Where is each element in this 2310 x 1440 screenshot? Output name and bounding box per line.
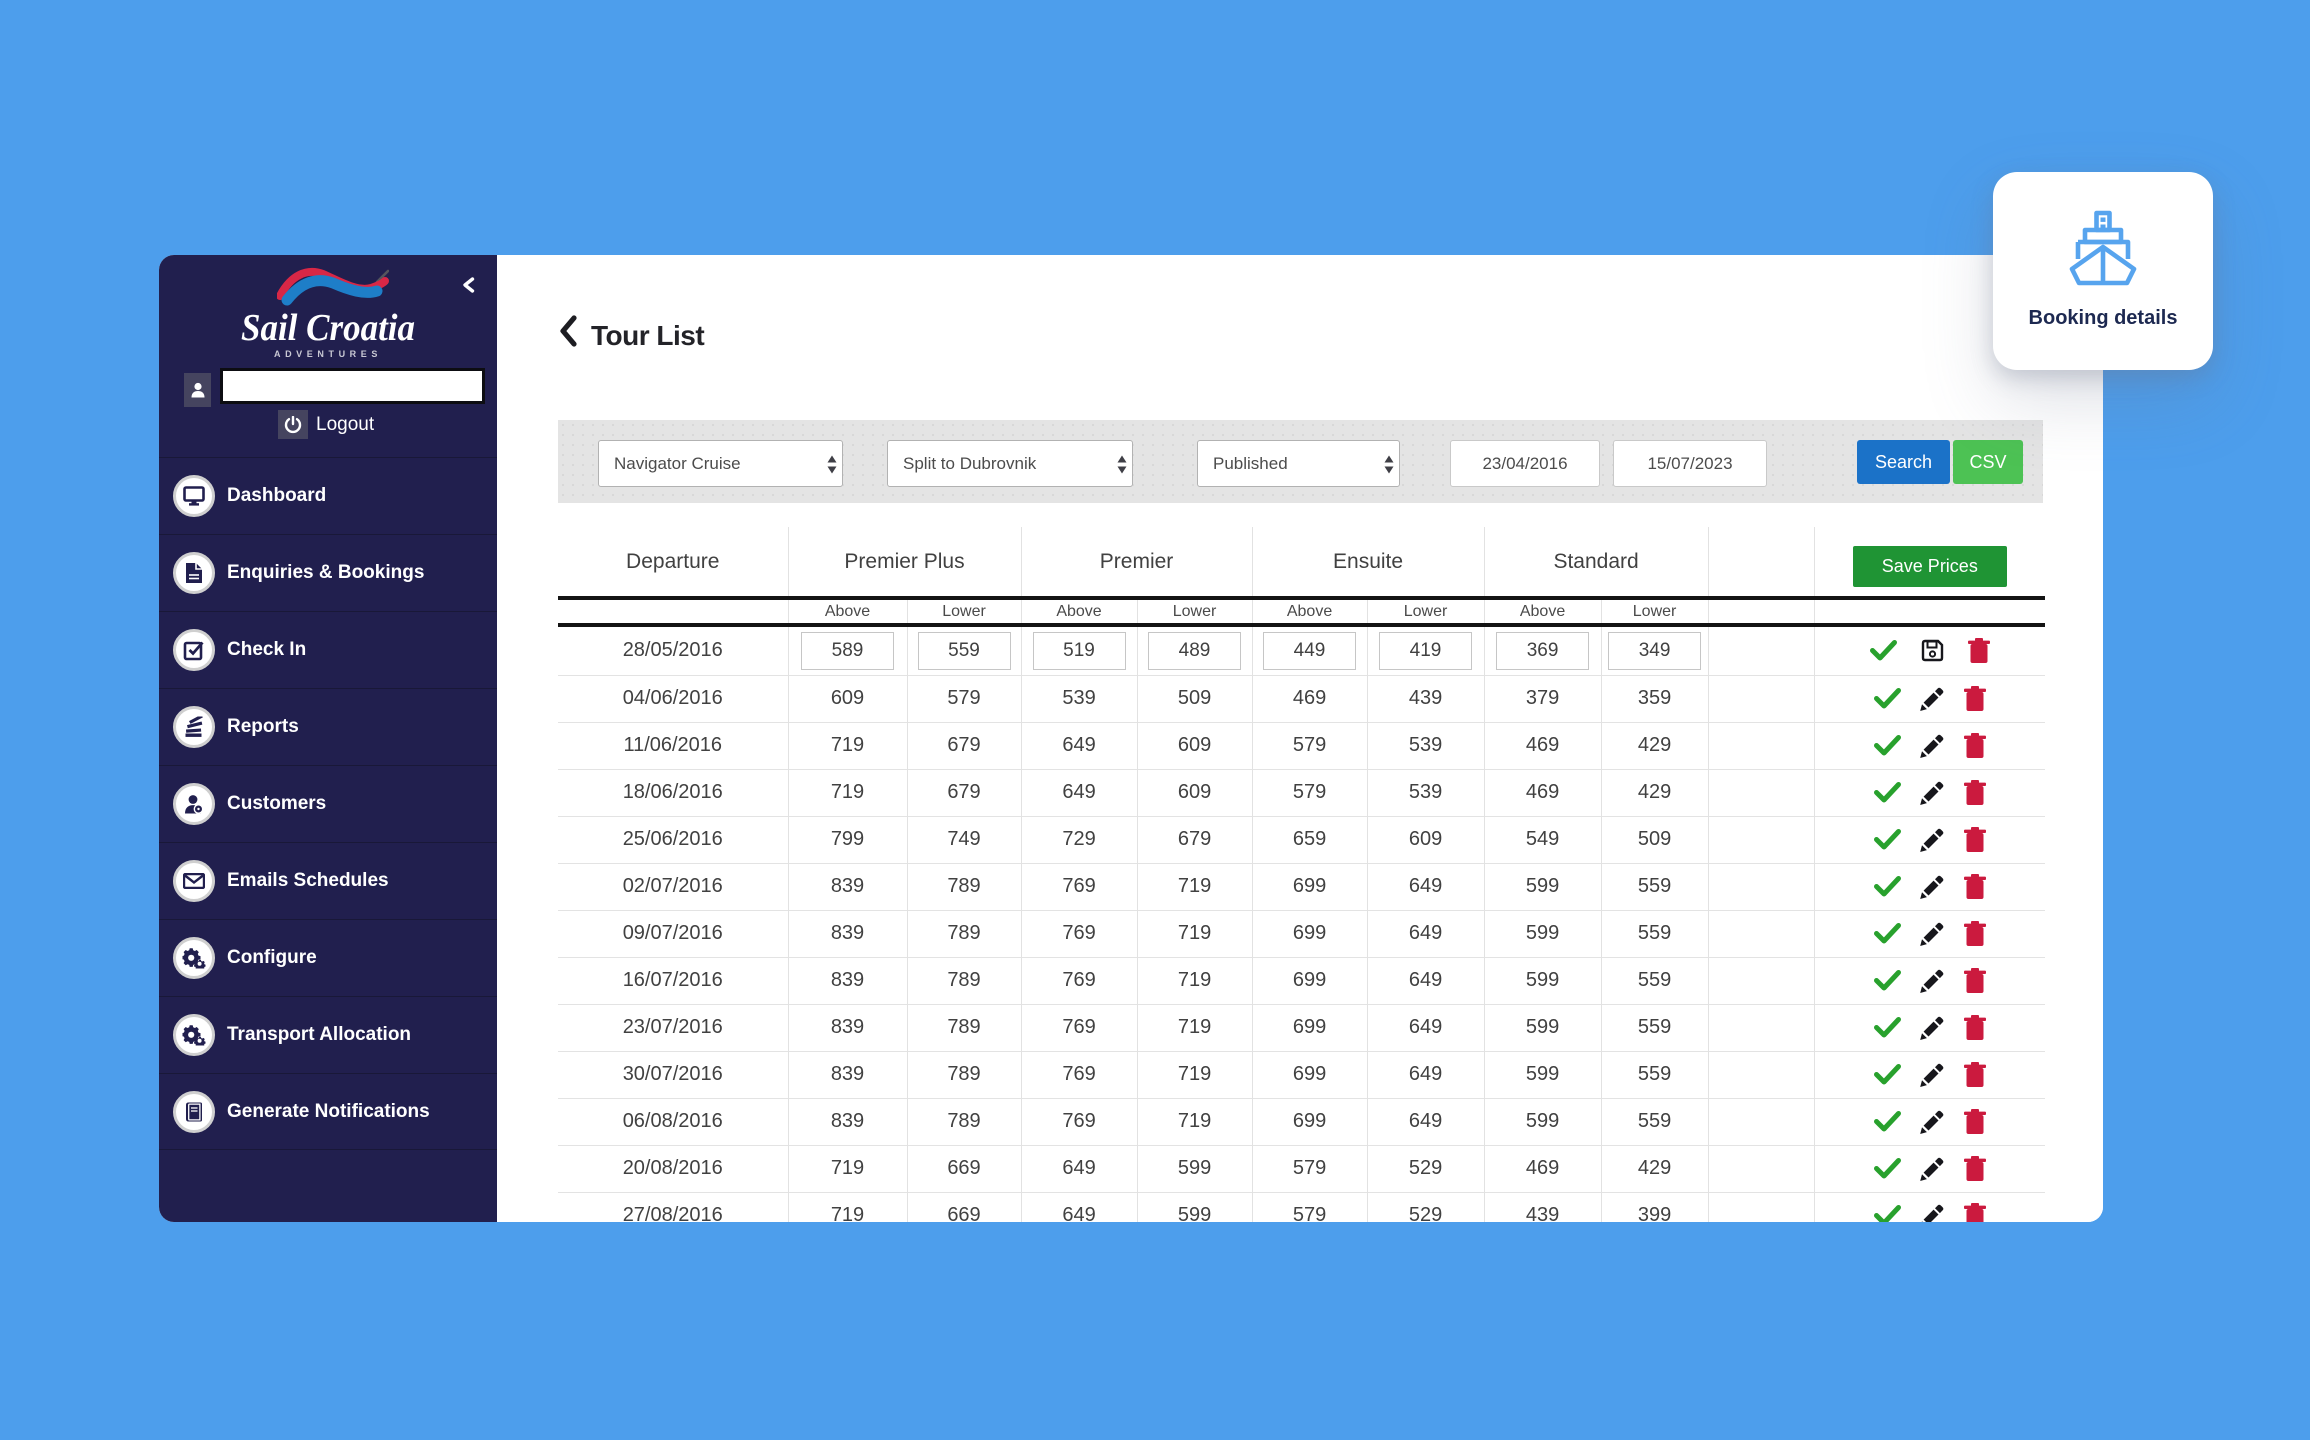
svg-text:Sail Croatia: Sail Croatia [241,307,415,349]
